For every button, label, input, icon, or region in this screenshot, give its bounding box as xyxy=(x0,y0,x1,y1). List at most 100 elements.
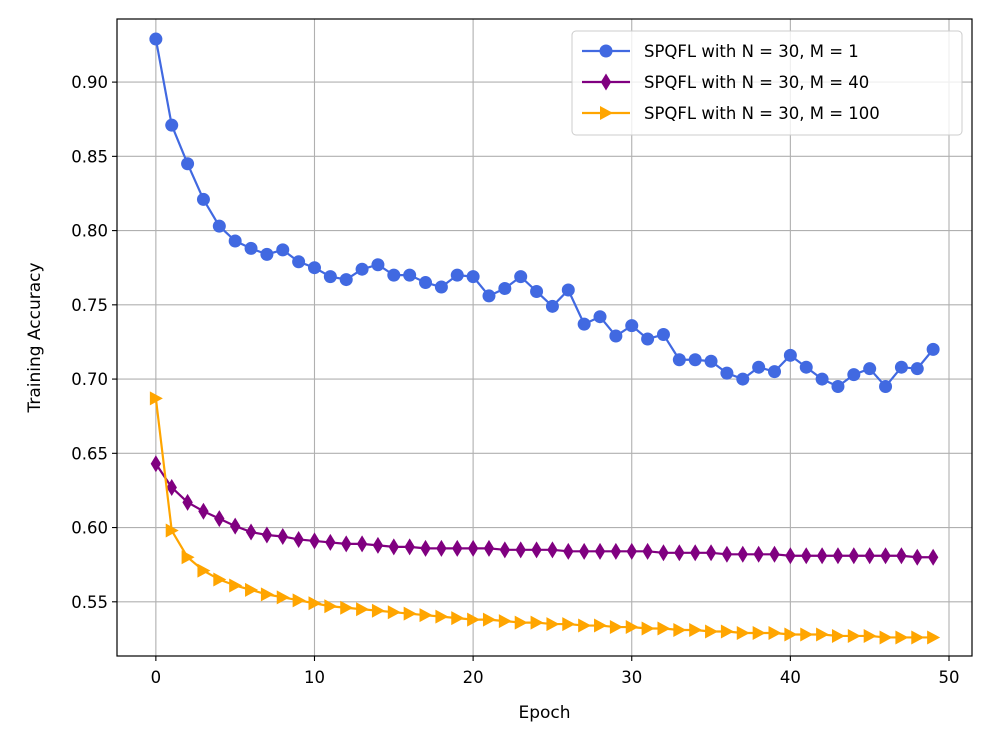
x-tick-label: 40 xyxy=(780,668,801,687)
y-tick-label: 0.55 xyxy=(71,593,108,612)
data-point xyxy=(783,348,797,362)
data-point xyxy=(149,391,163,406)
data-point xyxy=(260,247,274,261)
data-point xyxy=(848,547,860,565)
legend: SPQFL with N = 30, M = 1 SPQFL with N = 3… xyxy=(571,30,963,136)
y-axis-label: Training Accuracy xyxy=(25,262,45,413)
legend-label: SPQFL with N = 30, M = 100 xyxy=(644,104,880,123)
data-point xyxy=(387,605,401,620)
data-point xyxy=(213,572,227,587)
data-point xyxy=(451,611,465,626)
x-tick-label: 20 xyxy=(463,668,484,687)
data-point xyxy=(356,535,368,553)
legend-item: SPQFL with N = 30, M = 40 xyxy=(582,73,869,92)
data-point xyxy=(736,372,750,386)
data-point xyxy=(466,270,480,284)
data-point xyxy=(816,547,828,565)
data-point xyxy=(720,624,734,639)
data-point xyxy=(323,270,337,284)
data-point xyxy=(434,280,448,294)
data-point xyxy=(260,587,274,602)
data-point xyxy=(482,289,496,303)
data-point xyxy=(753,545,764,563)
data-point xyxy=(880,547,891,565)
data-point xyxy=(387,268,401,282)
data-point xyxy=(705,544,717,562)
data-point xyxy=(182,493,193,511)
data-point xyxy=(276,590,290,605)
data-point xyxy=(625,319,639,333)
data-point xyxy=(641,332,655,346)
data-point xyxy=(341,535,352,553)
data-point xyxy=(450,268,464,282)
data-point xyxy=(799,360,813,374)
data-point xyxy=(626,542,637,560)
data-point xyxy=(545,299,559,313)
data-point xyxy=(530,284,544,298)
data-point xyxy=(863,628,877,643)
legend-label: SPQFL with N = 30, M = 1 xyxy=(644,42,859,61)
data-point xyxy=(356,602,370,617)
data-point xyxy=(594,542,606,560)
data-point xyxy=(196,192,210,206)
data-point xyxy=(467,539,479,557)
data-point xyxy=(768,625,782,640)
y-tick-label: 0.65 xyxy=(71,444,108,463)
data-point xyxy=(388,538,400,556)
data-point xyxy=(372,536,384,554)
data-point xyxy=(165,118,179,132)
y-tick-label: 0.80 xyxy=(71,222,108,241)
data-point xyxy=(340,600,354,615)
series-1 xyxy=(149,32,940,393)
data-point xyxy=(245,523,257,541)
data-point xyxy=(404,538,415,556)
data-point xyxy=(689,544,701,562)
x-axis-label: Epoch xyxy=(518,703,570,723)
series-2 xyxy=(150,455,939,566)
data-point xyxy=(609,329,623,343)
x-tick-label: 0 xyxy=(151,668,162,687)
data-point xyxy=(309,532,320,550)
data-point xyxy=(737,545,748,563)
data-point xyxy=(483,539,495,557)
data-point xyxy=(688,353,702,367)
data-point xyxy=(307,261,321,275)
data-point xyxy=(293,530,304,548)
y-tick-label: 0.70 xyxy=(71,370,108,389)
data-point xyxy=(530,615,544,630)
data-point xyxy=(894,360,908,374)
legend-marker xyxy=(600,73,612,91)
data-point xyxy=(197,563,211,578)
data-point xyxy=(420,539,431,557)
data-point xyxy=(181,550,195,565)
data-point xyxy=(403,268,417,282)
data-point xyxy=(546,617,560,632)
data-point xyxy=(531,541,542,559)
data-point xyxy=(863,362,877,376)
data-point xyxy=(673,623,687,638)
data-point xyxy=(593,310,607,324)
data-point xyxy=(801,547,812,565)
data-point xyxy=(769,545,780,563)
data-point xyxy=(371,603,385,618)
data-point xyxy=(896,547,907,565)
data-point xyxy=(831,628,845,643)
data-point xyxy=(879,380,893,393)
legend-item: SPQFL with N = 30, M = 1 xyxy=(582,42,859,61)
data-point xyxy=(149,32,163,46)
data-point xyxy=(324,599,338,614)
data-point xyxy=(371,258,385,272)
data-point xyxy=(689,623,703,638)
data-point xyxy=(498,614,512,629)
plot-frame xyxy=(116,18,973,657)
data-point xyxy=(229,578,243,593)
data-point xyxy=(229,517,241,535)
data-point xyxy=(355,262,369,276)
data-point xyxy=(467,612,481,627)
x-tick-label: 50 xyxy=(938,668,959,687)
series-layer xyxy=(149,32,941,645)
y-tick-label: 0.75 xyxy=(71,296,108,315)
data-point xyxy=(927,630,941,645)
data-point xyxy=(847,628,861,643)
